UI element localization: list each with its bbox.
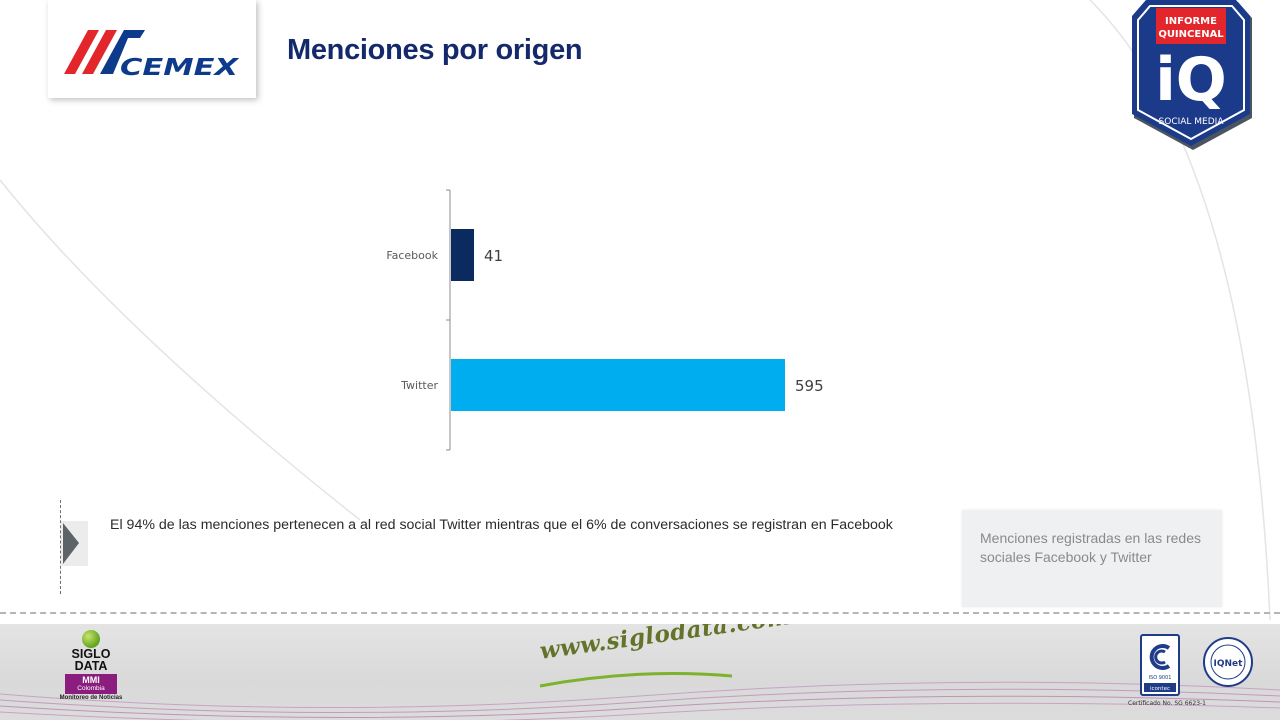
sd-tagline: Monitoreo de Noticias	[59, 695, 123, 701]
badge-line3: SOCIAL MEDIA	[1159, 117, 1225, 127]
certificate-number: Certificado No. SG 6623-1	[1128, 700, 1206, 707]
side-note-text: Menciones registradas en las redes socia…	[980, 530, 1202, 565]
sd-line2: DATA	[74, 659, 108, 673]
footer-divider	[0, 612, 1280, 614]
page-title: Menciones por origen	[287, 34, 583, 66]
badge-line1: INFORME	[1165, 16, 1217, 27]
bar-facebook	[451, 229, 475, 281]
sd-line1: SIGLO	[71, 647, 111, 661]
bar-twitter	[451, 359, 785, 411]
footer: SIGLO DATA MMI Colombia Monitoreo de Not…	[0, 624, 1280, 720]
insight-text: El 94% de las menciones pertenecen a al …	[110, 517, 893, 533]
badge-line2: QUINCENAL	[1158, 29, 1224, 40]
data-label-twitter: 595	[795, 377, 824, 395]
footer-waves	[0, 681, 1280, 720]
siglo-data-logo: SIGLO DATA MMI Colombia Monitoreo de Not…	[56, 630, 126, 714]
iq-informe-quincenal-badge: INFORME QUINCENAL iQ SOCIAL MEDIA	[1132, 0, 1252, 150]
callout-dashed-line	[60, 500, 61, 594]
cemex-logo: CEMEX	[48, 0, 256, 98]
sd-country: Colombia	[77, 685, 105, 692]
cert-icontec: icontec	[1150, 686, 1170, 692]
url-swoosh	[539, 672, 733, 688]
cert-iso: ISO 9001	[1149, 675, 1172, 681]
iqnet-certification-logo: IQNet	[1203, 637, 1253, 687]
category-label-twitter: Twitter	[400, 379, 438, 392]
callout-arrow-icon	[61, 521, 88, 566]
data-label-facebook: 41	[484, 247, 503, 265]
category-label-facebook: Facebook	[386, 249, 438, 262]
sd-mmi: MMI	[82, 675, 100, 685]
globe-icon	[82, 630, 100, 648]
icontec-certification-logo: ISO 9001 icontec	[1140, 634, 1180, 696]
sd-mmi-box: MMI Colombia	[65, 674, 117, 694]
side-note-box: Menciones registradas en las redes socia…	[962, 510, 1222, 607]
cemex-wordmark: CEMEX	[120, 55, 240, 81]
cert-iqnet: IQNet	[1214, 659, 1244, 669]
mentions-by-source-chart: Facebook 41 Twitter 595	[386, 189, 824, 451]
badge-logo: iQ	[1155, 45, 1227, 115]
